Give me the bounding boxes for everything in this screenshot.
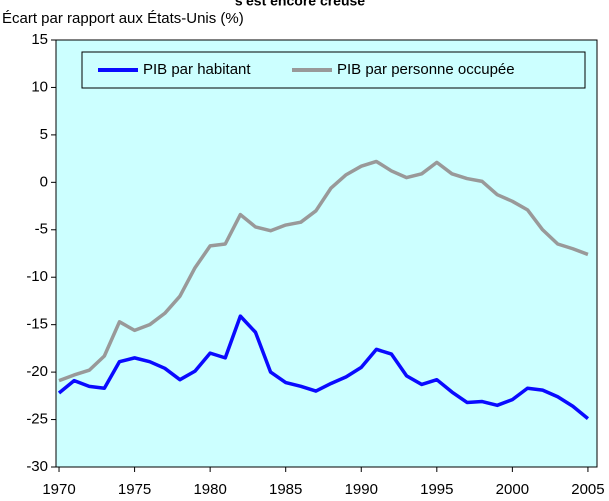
x-tick-label: 2005 — [571, 481, 604, 498]
series-line — [58, 159, 589, 383]
x-tick-label: 1975 — [118, 481, 151, 498]
y-tick-label: -25 — [26, 411, 48, 428]
y-tick-label: 15 — [31, 31, 48, 48]
x-tick-label: 1980 — [193, 481, 226, 498]
legend-label: PIB par habitant — [143, 61, 251, 78]
x-tick-label: 1995 — [420, 481, 453, 498]
y-tick-label: 5 — [40, 126, 48, 143]
legend-label: PIB par personne occupée — [337, 61, 515, 78]
y-axis-label: Écart par rapport aux États-Unis (%) — [2, 10, 244, 27]
chart-title: s'est encore creusé — [235, 0, 365, 9]
x-tick-label: 1970 — [42, 481, 75, 498]
x-tick-label: 1990 — [345, 481, 378, 498]
y-tick-label: -10 — [26, 268, 48, 285]
y-tick-label: -20 — [26, 363, 48, 380]
y-tick-label: 0 — [40, 173, 48, 190]
x-tick-label: 1985 — [269, 481, 302, 498]
plot-area — [55, 39, 598, 468]
y-tick-label: -30 — [26, 458, 48, 475]
y-tick-label: 10 — [31, 78, 48, 95]
legend-box — [81, 51, 586, 89]
y-tick-label: -15 — [26, 316, 48, 333]
series-line — [57, 314, 590, 420]
x-tick-label: 2000 — [496, 481, 529, 498]
y-tick-label: -5 — [35, 221, 48, 238]
